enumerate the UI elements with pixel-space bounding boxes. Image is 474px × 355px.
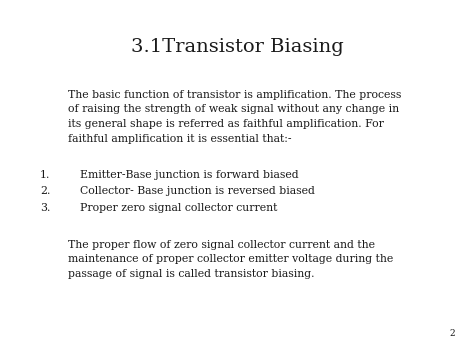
- Text: of raising the strength of weak signal without any change in: of raising the strength of weak signal w…: [68, 104, 399, 115]
- Text: Collector- Base junction is reversed biased: Collector- Base junction is reversed bia…: [80, 186, 315, 197]
- Text: Emitter-Base junction is forward biased: Emitter-Base junction is forward biased: [80, 170, 299, 180]
- Text: maintenance of proper collector emitter voltage during the: maintenance of proper collector emitter …: [68, 255, 393, 264]
- Text: 2: 2: [449, 329, 455, 338]
- Text: The proper flow of zero signal collector current and the: The proper flow of zero signal collector…: [68, 240, 375, 250]
- Text: its general shape is referred as faithful amplification. For: its general shape is referred as faithfu…: [68, 119, 384, 129]
- Text: faithful amplification it is essential that:-: faithful amplification it is essential t…: [68, 133, 292, 143]
- Text: 3.: 3.: [40, 203, 50, 213]
- Text: The basic function of transistor is amplification. The process: The basic function of transistor is ampl…: [68, 90, 401, 100]
- Text: Proper zero signal collector current: Proper zero signal collector current: [80, 203, 277, 213]
- Text: passage of signal is called transistor biasing.: passage of signal is called transistor b…: [68, 269, 315, 279]
- Text: 3.1Transistor Biasing: 3.1Transistor Biasing: [131, 38, 343, 56]
- Text: 1.: 1.: [40, 170, 50, 180]
- Text: 2.: 2.: [40, 186, 50, 197]
